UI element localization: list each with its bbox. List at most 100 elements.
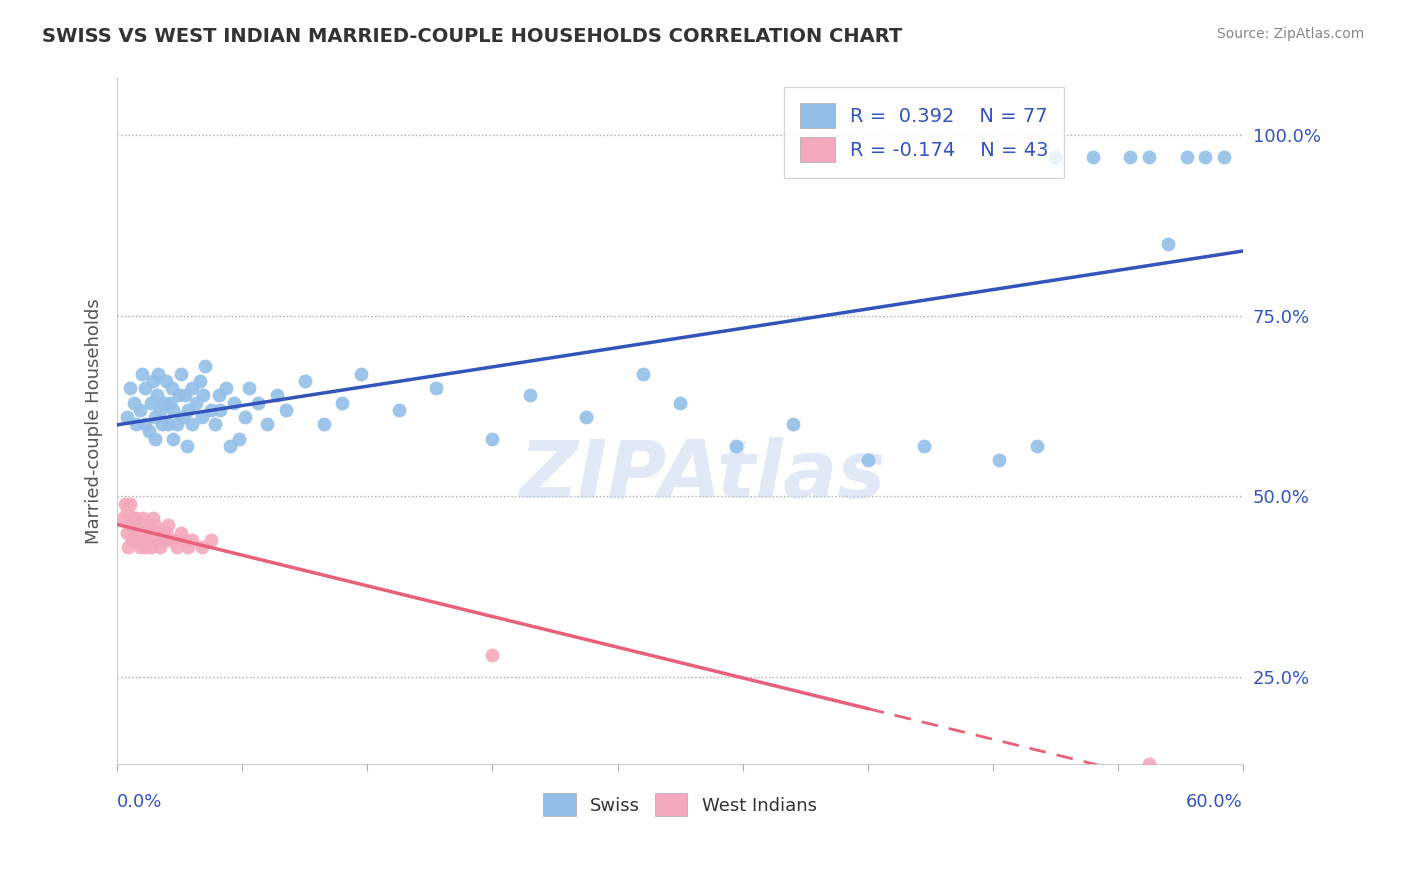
Point: [155, 374, 177, 388]
Point: [128, 540, 150, 554]
Point: [166, 540, 188, 554]
Point: [294, 374, 316, 388]
Point: [114, 497, 136, 511]
Point: [181, 417, 204, 432]
Point: [153, 395, 176, 409]
Point: [266, 388, 288, 402]
Point: [312, 417, 335, 432]
Point: [117, 540, 139, 554]
Point: [162, 402, 184, 417]
Point: [912, 439, 935, 453]
Point: [159, 395, 181, 409]
Point: [125, 533, 148, 547]
Point: [256, 417, 278, 432]
Point: [1137, 150, 1160, 164]
Point: [115, 410, 138, 425]
Point: [246, 395, 269, 409]
Point: [190, 410, 212, 425]
Point: [631, 367, 654, 381]
Point: [132, 511, 155, 525]
Point: [856, 453, 879, 467]
Text: 60.0%: 60.0%: [1187, 793, 1243, 811]
Point: [782, 417, 804, 432]
Point: [215, 381, 238, 395]
Point: [481, 432, 503, 446]
Point: [111, 511, 134, 525]
Point: [125, 511, 148, 525]
Point: [120, 518, 142, 533]
Point: [1025, 439, 1047, 453]
Point: [388, 402, 411, 417]
Point: [145, 388, 167, 402]
Point: [190, 540, 212, 554]
Point: [194, 359, 217, 374]
Point: [330, 395, 353, 409]
Point: [131, 533, 153, 547]
Point: [115, 504, 138, 518]
Point: [159, 533, 181, 547]
Point: [176, 439, 198, 453]
Point: [988, 453, 1011, 467]
Point: [177, 540, 200, 554]
Point: [188, 374, 211, 388]
Point: [139, 395, 162, 409]
Point: [127, 525, 149, 540]
Point: [139, 540, 162, 554]
Point: [162, 533, 184, 547]
Point: [142, 511, 165, 525]
Point: [150, 417, 173, 432]
Point: [143, 533, 166, 547]
Point: [184, 395, 207, 409]
Point: [138, 425, 160, 439]
Y-axis label: Married-couple Households: Married-couple Households: [86, 298, 103, 543]
Point: [209, 402, 232, 417]
Point: [134, 518, 156, 533]
Point: [1081, 150, 1104, 164]
Point: [128, 402, 150, 417]
Point: [1119, 150, 1142, 164]
Point: [145, 533, 167, 547]
Point: [160, 381, 183, 395]
Point: [128, 518, 150, 533]
Point: [167, 388, 190, 402]
Point: [1137, 756, 1160, 771]
Point: [143, 432, 166, 446]
Point: [125, 417, 148, 432]
Point: [172, 410, 194, 425]
Text: Source: ZipAtlas.com: Source: ZipAtlas.com: [1216, 27, 1364, 41]
Point: [148, 525, 170, 540]
Point: [425, 381, 447, 395]
Point: [134, 540, 156, 554]
Point: [238, 381, 260, 395]
Point: [170, 367, 193, 381]
Point: [233, 410, 256, 425]
Point: [204, 417, 226, 432]
Point: [170, 525, 193, 540]
Point: [120, 497, 142, 511]
Point: [149, 540, 172, 554]
Point: [122, 511, 145, 525]
Point: [1045, 150, 1067, 164]
Point: [143, 518, 166, 533]
Point: [139, 525, 162, 540]
Point: [149, 402, 172, 417]
Point: [222, 395, 245, 409]
Point: [143, 410, 166, 425]
Point: [138, 518, 160, 533]
Point: [481, 648, 503, 663]
Point: [134, 381, 156, 395]
Point: [274, 402, 297, 417]
Point: [575, 410, 598, 425]
Point: [156, 518, 179, 533]
Point: [181, 533, 204, 547]
Text: SWISS VS WEST INDIAN MARRIED-COUPLE HOUSEHOLDS CORRELATION CHART: SWISS VS WEST INDIAN MARRIED-COUPLE HOUS…: [42, 27, 903, 45]
Point: [122, 395, 145, 409]
Point: [207, 388, 229, 402]
Point: [228, 432, 250, 446]
Point: [173, 388, 195, 402]
Point: [181, 381, 204, 395]
Point: [131, 367, 153, 381]
Point: [1157, 236, 1180, 251]
Point: [200, 533, 222, 547]
Point: [142, 374, 165, 388]
